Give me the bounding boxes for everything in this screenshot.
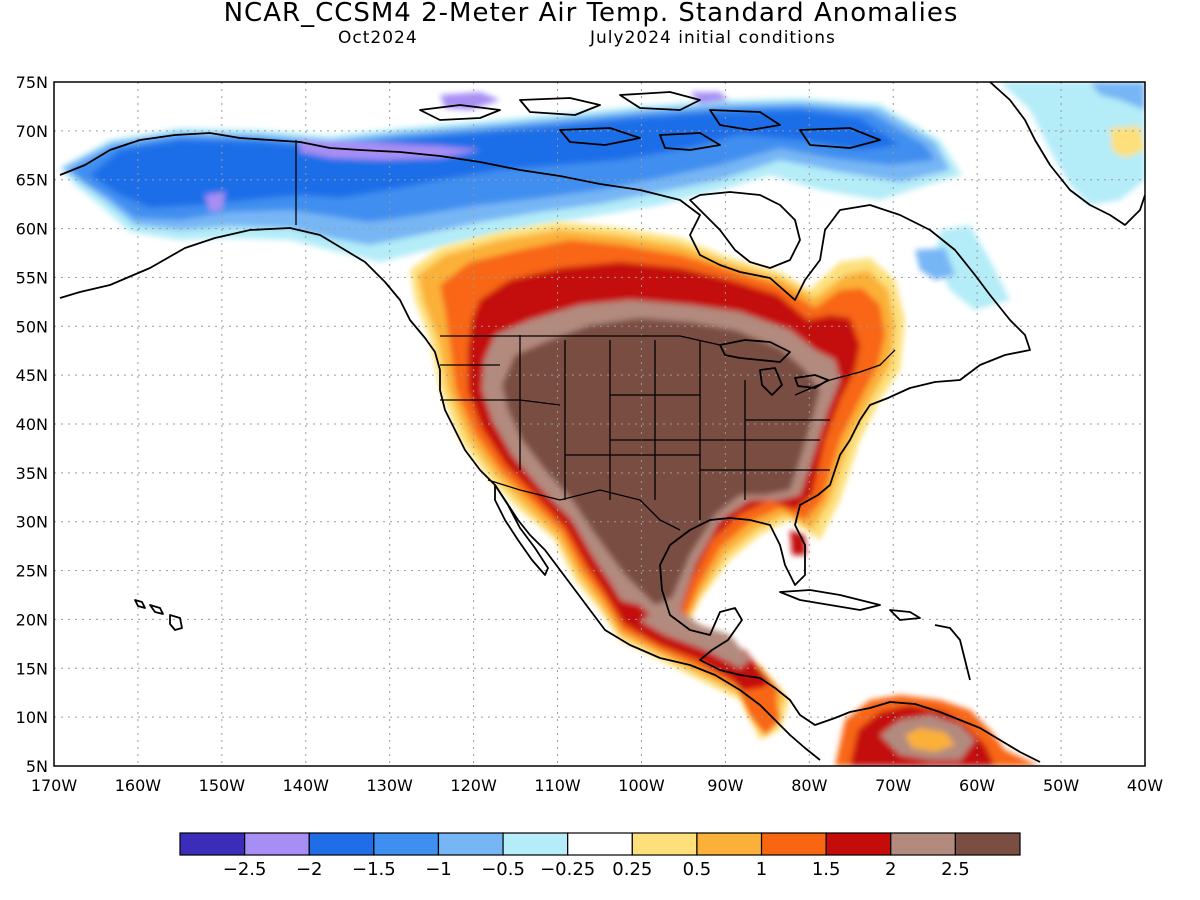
colorbar-label: 1 — [756, 859, 767, 880]
colorbar-label: −1 — [425, 859, 452, 880]
lat-tick-label: 30N — [16, 513, 48, 532]
us-mexico-border — [487, 479, 681, 531]
colorbar-swatch — [696, 832, 763, 856]
lat-tick-label: 20N — [16, 610, 48, 629]
lat-tick-label: 5N — [26, 757, 48, 776]
lon-tick-label: 50W — [1043, 776, 1079, 795]
lat-tick-label: 55N — [16, 268, 48, 287]
arctic-islands — [419, 91, 881, 151]
lat-tick-label: 40N — [16, 415, 48, 434]
lat-tick-label: 25N — [16, 562, 48, 581]
lat-tick-label: 10N — [16, 708, 48, 727]
colorbar-label: −2 — [296, 859, 323, 880]
political-borders — [295, 140, 896, 531]
colorbar-label: 2.5 — [941, 859, 970, 880]
lat-tick-label: 65N — [16, 171, 48, 190]
lat-tick-label: 60N — [16, 220, 48, 239]
lon-tick-label: 170W — [31, 776, 78, 795]
greenland-anomaly — [915, 82, 1145, 310]
us-canada-border — [440, 335, 896, 396]
colorbar-label: −2.5 — [223, 859, 267, 880]
lon-tick-label: 60W — [959, 776, 995, 795]
colorbar-swatch — [631, 832, 698, 856]
baja-california — [494, 484, 549, 576]
colorbar-labels: −2.5 −2 −1.5 −1 −0.5 −0.25 0.25 0.5 1 1.5 2 2.5 — [223, 859, 970, 880]
colorbar-label: 0.5 — [683, 859, 712, 880]
map-title: NCAR_CCSM4 2-Meter Air Temp. Standard An… — [223, 0, 959, 28]
colorbar-label: 1.5 — [812, 859, 841, 880]
colorbar-swatch — [567, 832, 633, 856]
hawaii — [134, 599, 183, 631]
us-state-lines — [440, 335, 830, 520]
lon-tick-label: 100W — [618, 776, 665, 795]
colorbar-swatch — [760, 832, 827, 856]
colorbar — [179, 832, 1021, 856]
colorbar-swatch — [825, 832, 892, 856]
colorbar-swatch — [244, 832, 310, 856]
lon-tick-label: 80W — [791, 776, 827, 795]
warm-anomaly-conus — [410, 222, 905, 740]
warm-anomaly-south-america — [740, 685, 1040, 766]
colorbar-swatch — [179, 832, 246, 856]
lon-tick-label: 130W — [367, 776, 414, 795]
lat-tick-label: 45N — [16, 366, 48, 385]
colorbar-label: 2 — [885, 859, 896, 880]
colorbar-swatch — [373, 832, 440, 856]
plot-frame — [53, 81, 1146, 767]
lat-tick-label: 75N — [16, 73, 48, 92]
colorbar-swatch — [437, 832, 504, 856]
colorbar-swatch — [502, 832, 569, 856]
lat-tick-label: 70N — [16, 122, 48, 141]
lon-tick-label: 90W — [707, 776, 743, 795]
colorbar-label: −0.25 — [540, 859, 595, 880]
colorbar-label: −0.5 — [481, 859, 525, 880]
pacific-coast — [59, 227, 821, 761]
colorbar-label: −1.5 — [352, 859, 396, 880]
greenland-coast — [989, 82, 1145, 226]
coastlines — [59, 82, 1145, 763]
latitude-labels: 75N 70N 65N 60N 55N 50N 45N 40N 35N 30N 25N 20N 15N 1… — [16, 73, 48, 776]
longitude-labels: 170W 160W 150W 140W 130W 120W 110W 100W 90W 80W 70… — [31, 776, 1163, 795]
forecast-month: Oct2024 — [338, 28, 418, 48]
lat-tick-label: 50N — [16, 317, 48, 336]
anomaly-field — [60, 82, 1145, 766]
north-america-coast — [59, 132, 1041, 763]
lon-tick-label: 160W — [115, 776, 162, 795]
colorbar-swatch — [308, 832, 375, 856]
lon-tick-label: 150W — [199, 776, 246, 795]
lat-tick-label: 15N — [16, 659, 48, 678]
lon-tick-label: 70W — [875, 776, 911, 795]
colorbar-swatch — [890, 832, 956, 856]
lon-tick-label: 110W — [534, 776, 581, 795]
lon-tick-label: 40W — [1127, 776, 1163, 795]
lat-tick-label: 35N — [16, 464, 48, 483]
lon-tick-label: 140W — [283, 776, 330, 795]
caribbean-islands — [779, 589, 971, 681]
hudson-bay — [689, 191, 801, 269]
colorbar-label: 0.25 — [612, 859, 652, 880]
colorbar-swatch — [954, 832, 1021, 856]
graticule — [54, 82, 1145, 766]
initial-conditions: July2024 initial conditions — [590, 28, 836, 48]
lon-tick-label: 120W — [450, 776, 497, 795]
